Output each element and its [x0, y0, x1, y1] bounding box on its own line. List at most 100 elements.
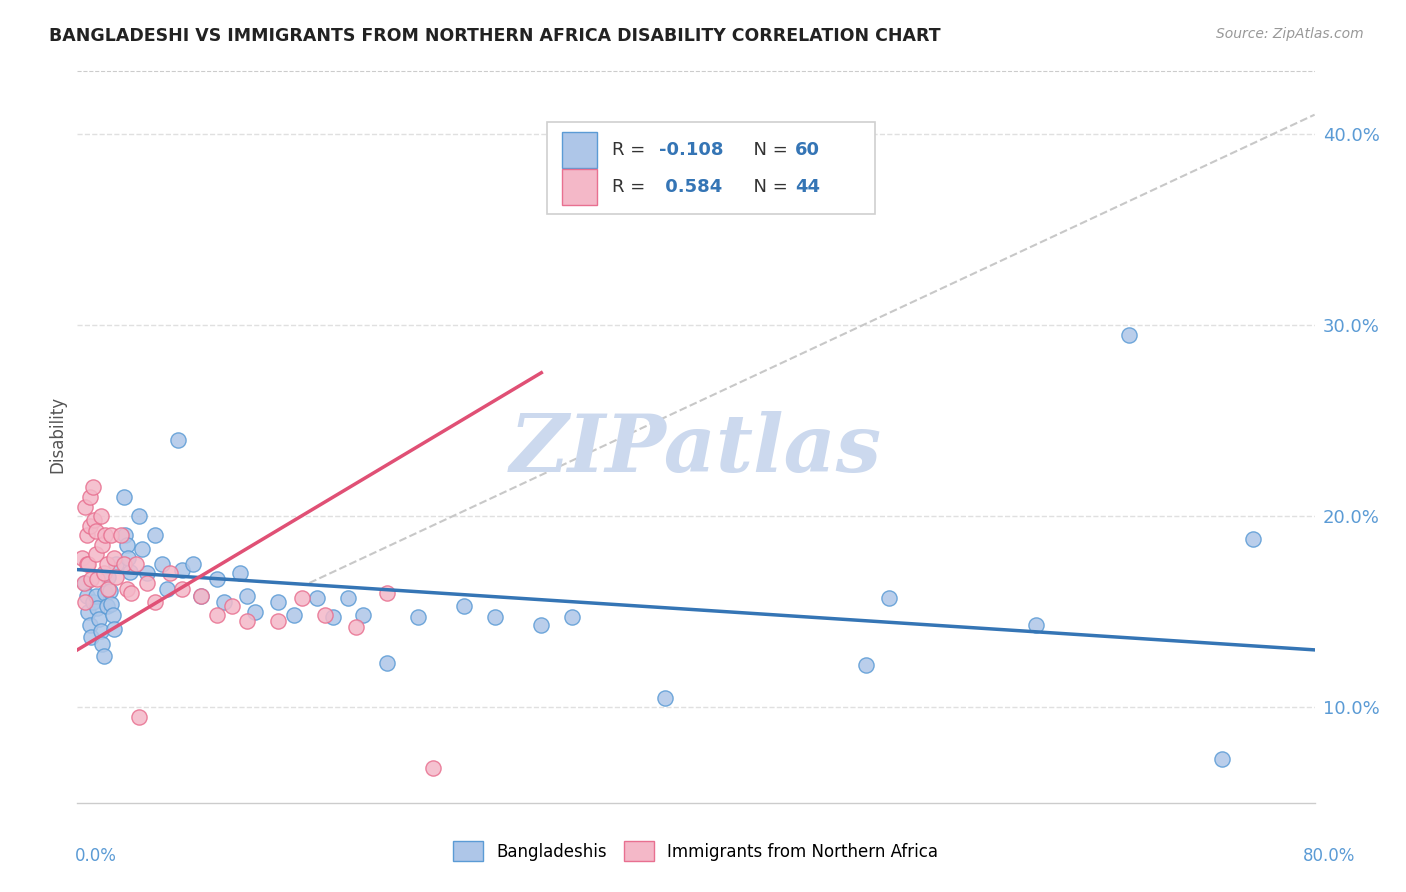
Point — [190, 590, 212, 604]
Point — [110, 528, 132, 542]
Text: N =: N = — [742, 178, 793, 196]
Point — [91, 538, 114, 552]
Point — [75, 500, 96, 514]
Text: BANGLADESHI VS IMMIGRANTS FROM NORTHERN AFRICA DISABILITY CORRELATION CHART: BANGLADESHI VS IMMIGRANTS FROM NORTHERN … — [49, 27, 941, 45]
Point — [128, 509, 150, 524]
Point — [112, 557, 135, 571]
Point — [344, 620, 367, 634]
Point — [90, 509, 111, 524]
Point — [83, 513, 105, 527]
Point — [82, 480, 104, 494]
Point — [159, 566, 181, 581]
Text: N =: N = — [742, 141, 793, 159]
Y-axis label: Disability: Disability — [48, 396, 66, 474]
Point — [172, 582, 194, 596]
Point — [125, 557, 148, 571]
Bar — [562, 169, 598, 204]
Point — [453, 599, 475, 613]
Point — [72, 576, 94, 591]
Point — [855, 658, 877, 673]
Point — [84, 547, 107, 561]
Point — [75, 576, 96, 591]
Text: -0.108: -0.108 — [659, 141, 723, 159]
Point — [97, 582, 120, 596]
Point — [205, 572, 228, 586]
Point — [93, 566, 115, 581]
Point — [183, 557, 205, 571]
Point — [117, 551, 139, 566]
Point — [79, 490, 101, 504]
Point — [77, 605, 100, 619]
Point — [152, 557, 174, 571]
Point — [101, 608, 124, 623]
Point — [214, 595, 236, 609]
Point — [94, 585, 117, 599]
Point — [103, 551, 125, 566]
Point — [484, 610, 506, 624]
Point — [87, 612, 110, 626]
Point — [375, 657, 398, 671]
Point — [337, 591, 360, 606]
Point — [879, 591, 901, 606]
Point — [267, 614, 290, 628]
Point — [131, 541, 153, 556]
Point — [143, 595, 166, 609]
Text: 44: 44 — [794, 178, 820, 196]
Point — [76, 590, 98, 604]
Point — [221, 599, 243, 613]
Text: ZIPatlas: ZIPatlas — [510, 411, 882, 488]
Point — [86, 572, 108, 586]
Point — [103, 622, 125, 636]
Point — [97, 570, 120, 584]
Point — [115, 538, 138, 552]
Point — [86, 600, 108, 615]
Point — [128, 710, 150, 724]
Point — [205, 608, 228, 623]
Point — [167, 433, 190, 447]
Point — [136, 566, 159, 581]
Point — [136, 576, 159, 591]
Point — [84, 524, 107, 539]
FancyBboxPatch shape — [547, 122, 876, 214]
Point — [100, 528, 122, 542]
Point — [190, 590, 212, 604]
Point — [1025, 618, 1047, 632]
Point — [77, 557, 100, 571]
Point — [267, 595, 290, 609]
Bar — [562, 132, 598, 168]
Text: 0.0%: 0.0% — [75, 847, 117, 864]
Text: 0.584: 0.584 — [659, 178, 723, 196]
Text: 60: 60 — [794, 141, 820, 159]
Legend: Bangladeshis, Immigrants from Northern Africa: Bangladeshis, Immigrants from Northern A… — [447, 834, 945, 868]
Point — [561, 610, 583, 624]
Point — [84, 590, 107, 604]
Point — [105, 570, 127, 584]
Point — [76, 557, 98, 571]
Point — [352, 608, 374, 623]
Point — [100, 597, 122, 611]
Point — [80, 572, 103, 586]
Point — [105, 557, 127, 571]
Point — [70, 551, 93, 566]
Point — [76, 528, 98, 542]
Point — [314, 608, 336, 623]
Point — [90, 624, 111, 638]
Point — [307, 591, 329, 606]
Point — [96, 599, 118, 613]
Text: R =: R = — [612, 141, 651, 159]
Point — [93, 648, 115, 663]
Point — [143, 528, 166, 542]
Point — [75, 595, 96, 609]
Point — [96, 557, 118, 571]
Point — [115, 582, 138, 596]
Point — [118, 565, 141, 579]
Point — [79, 618, 101, 632]
Point — [172, 563, 194, 577]
Text: R =: R = — [612, 178, 651, 196]
Text: Source: ZipAtlas.com: Source: ZipAtlas.com — [1216, 27, 1364, 41]
Point — [91, 637, 114, 651]
Point — [114, 528, 136, 542]
Point — [654, 690, 676, 705]
Point — [283, 608, 305, 623]
Point — [228, 566, 252, 581]
